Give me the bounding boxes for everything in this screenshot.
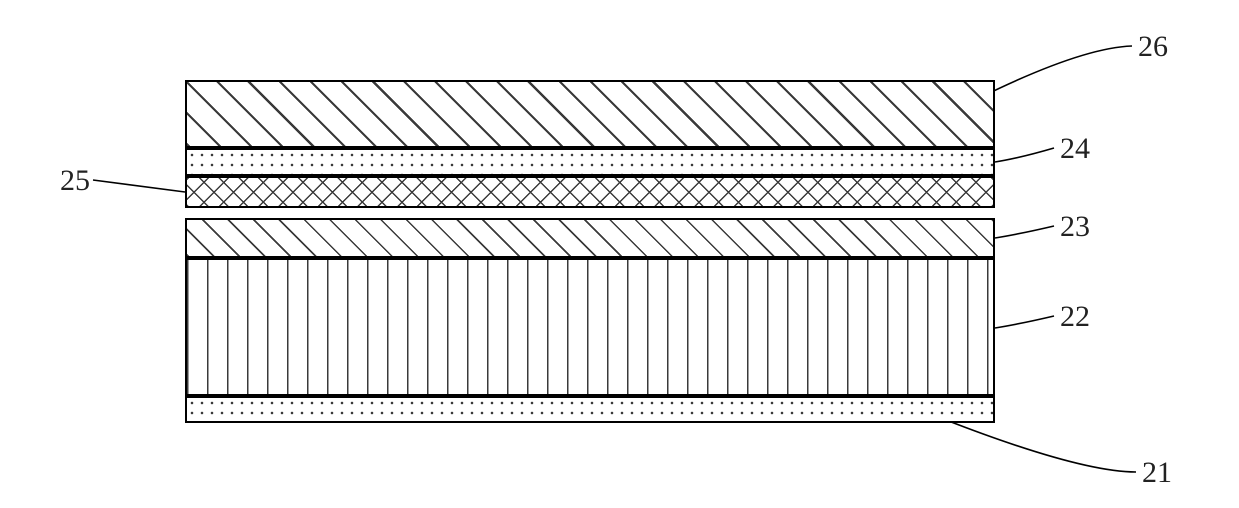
layer-25 <box>185 176 995 208</box>
leader-23 <box>995 226 1054 238</box>
layer-23 <box>185 218 995 258</box>
label-25: 25 <box>60 164 90 198</box>
label-26: 26 <box>1138 30 1168 64</box>
gap-1 <box>185 208 995 218</box>
layer-24 <box>185 148 995 176</box>
leader-24 <box>995 148 1054 162</box>
label-21: 21 <box>1142 456 1172 490</box>
diagram-canvas: 26 24 25 23 22 21 <box>0 0 1239 508</box>
label-24: 24 <box>1060 132 1090 166</box>
layer-22 <box>185 258 995 396</box>
layer-21 <box>185 396 995 423</box>
layer-26 <box>185 80 995 148</box>
leader-22 <box>995 316 1054 328</box>
label-23: 23 <box>1060 210 1090 244</box>
leader-25 <box>93 180 185 192</box>
label-22: 22 <box>1060 300 1090 334</box>
leader-21 <box>946 420 1136 472</box>
